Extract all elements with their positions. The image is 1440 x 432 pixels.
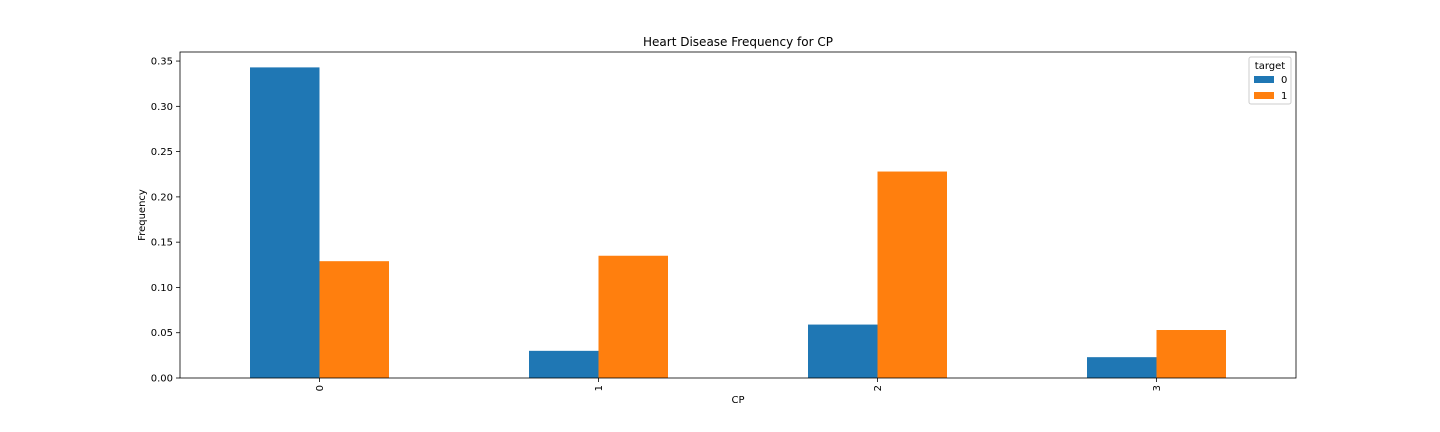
x-axis: 0 1 2 3: [315, 378, 1163, 391]
x-tick-label: 2: [873, 385, 884, 391]
y-tick-label: 0.35: [151, 57, 173, 68]
legend-label-1: 1: [1281, 91, 1287, 102]
y-axis: 0.00 0.05 0.10 0.15 0.20 0.25 0.30 0.35: [151, 57, 180, 385]
y-tick-label: 0.30: [151, 102, 173, 113]
legend-label-0: 0: [1281, 75, 1287, 86]
y-tick-label: 0.15: [151, 238, 173, 249]
y-tick-label: 0.05: [151, 328, 173, 339]
bar-1-target-1: [598, 255, 668, 378]
x-tick-label: 0: [315, 385, 326, 391]
y-tick-label: 0.20: [151, 192, 173, 203]
y-tick-label: 0.00: [151, 374, 173, 385]
legend: target 0 1: [1248, 56, 1292, 105]
y-axis-label: Frequency: [137, 189, 148, 241]
bar-1-target-0: [529, 350, 599, 378]
x-tick-label: 3: [1152, 385, 1163, 391]
bar-3-target-0: [1087, 357, 1157, 378]
bar-0-target-0: [250, 67, 320, 379]
legend-swatch-0: [1254, 76, 1274, 83]
legend-swatch-1: [1254, 92, 1274, 99]
bar-2-target-0: [808, 324, 878, 378]
bars: [250, 67, 1226, 379]
x-axis-label: CP: [731, 395, 744, 406]
x-tick-label: 1: [594, 385, 605, 391]
plot-frame: [179, 51, 1297, 379]
bar-2-target-1: [877, 171, 947, 378]
legend-title: target: [1255, 61, 1285, 72]
chart-title: Heart Disease Frequency for CP: [643, 35, 833, 49]
bar-3-target-1: [1156, 330, 1226, 378]
y-tick-label: 0.10: [151, 283, 173, 294]
y-tick-label: 0.25: [151, 147, 173, 158]
bar-0-target-1: [319, 261, 389, 378]
